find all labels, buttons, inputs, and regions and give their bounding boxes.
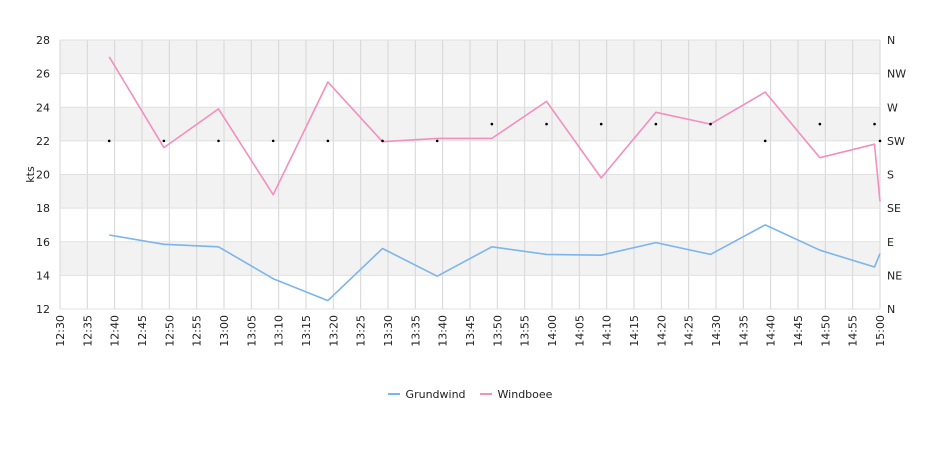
legend-swatch-grundwind: [387, 393, 400, 395]
x-tick-label: 14:15: [628, 315, 641, 347]
direction-point: [271, 139, 275, 143]
legend-label-grundwind: Grundwind: [405, 387, 466, 401]
x-tick-label: 14:10: [601, 315, 614, 347]
y-tick-label: 16: [36, 236, 50, 249]
x-tick-label: 14:40: [765, 315, 778, 347]
x-tick-label: 14:55: [847, 315, 860, 347]
y2-tick-label: SW: [887, 135, 905, 148]
x-tick-label: 13:20: [327, 315, 340, 347]
x-tick-label: 13:55: [519, 315, 532, 347]
direction-point: [818, 122, 822, 126]
x-tick-label: 13:10: [273, 315, 286, 347]
direction-point: [654, 122, 658, 126]
legend: Grundwind Windboee: [0, 386, 940, 402]
direction-point: [435, 139, 439, 143]
x-tick-label: 12:45: [136, 315, 149, 347]
direction-point: [763, 139, 767, 143]
x-tick-label: 13:15: [300, 315, 313, 347]
y2-tick-label: S: [887, 169, 894, 182]
legend-item-windboee[interactable]: Windboee: [479, 387, 553, 401]
y-tick-label: 14: [36, 269, 50, 282]
x-tick-label: 14:45: [792, 315, 805, 347]
y-tick-label: 24: [36, 101, 50, 114]
direction-point: [709, 122, 712, 126]
x-tick-label: 13:45: [464, 315, 477, 347]
direction-point: [878, 139, 882, 143]
y-tick-label: 22: [36, 135, 50, 148]
direction-point: [490, 122, 494, 126]
x-tick-label: 12:30: [54, 315, 67, 347]
direction-point: [107, 139, 111, 143]
x-tick-label: 13:30: [382, 315, 395, 347]
x-tick-label: 14:35: [737, 315, 750, 347]
y-axis-title: kts: [24, 166, 37, 183]
y-tick-label: 26: [36, 68, 50, 81]
legend-item-grundwind[interactable]: Grundwind: [387, 387, 466, 401]
legend-swatch-windboee: [479, 393, 492, 395]
x-tick-label: 12:40: [109, 315, 122, 347]
y2-tick-label: NW: [887, 68, 906, 81]
x-tick-label: 13:00: [218, 315, 231, 347]
y-tick-label: 20: [36, 169, 50, 182]
x-tick-label: 13:25: [355, 315, 368, 347]
direction-point: [545, 122, 548, 126]
direction-point: [599, 122, 603, 126]
x-tick-label: 13:35: [409, 315, 422, 347]
y-tick-label: 12: [36, 303, 50, 316]
direction-point: [162, 139, 166, 143]
x-tick-label: 14:50: [819, 315, 832, 347]
x-tick-label: 14:30: [710, 315, 723, 347]
direction-point: [381, 139, 384, 143]
x-tick-label: 12:55: [191, 315, 204, 347]
direction-point: [873, 122, 876, 126]
x-tick-label: 12:50: [163, 315, 176, 347]
y2-tick-label: SE: [887, 202, 901, 215]
chart-plot: 12:30 12:35 12:40 12:45 12:50 12:55 13:00 13:05…: [24, 34, 906, 347]
series-line-grundwind: [109, 224, 881, 302]
x-tick-label: 15:00: [874, 315, 887, 347]
x-tick-label: 12:35: [81, 315, 94, 347]
y2-tick-label: E: [887, 236, 894, 249]
y2-tick-label: W: [887, 101, 898, 114]
x-tick-label: 14:20: [655, 315, 668, 347]
legend-label-windboee: Windboee: [497, 387, 553, 401]
direction-point: [217, 139, 220, 143]
x-tick-label: 13:05: [245, 315, 258, 347]
x-tick-label: 14:25: [683, 315, 696, 347]
y2-tick-label: N: [887, 34, 895, 47]
y2-tick-label: NE: [887, 269, 902, 282]
direction-point: [326, 139, 330, 143]
y-tick-label: 28: [36, 34, 50, 47]
y-tick-label: 18: [36, 202, 50, 215]
x-tick-label: 13:40: [437, 315, 450, 347]
x-tick-label: 14:05: [573, 315, 586, 347]
x-tick-label: 13:50: [491, 315, 504, 347]
y2-tick-label: N: [887, 303, 895, 316]
x-tick-label: 14:00: [546, 315, 559, 347]
series-line-windboee: [108, 56, 881, 202]
